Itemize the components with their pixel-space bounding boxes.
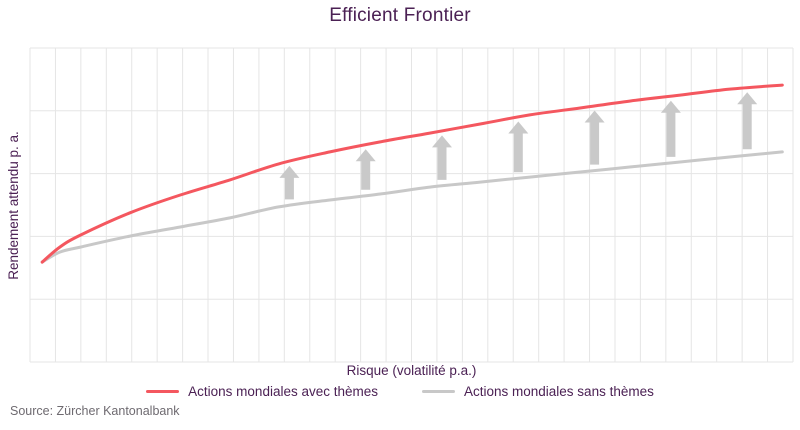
legend-label-avec-themes: Actions mondiales avec thèmes — [188, 384, 378, 399]
chart-title: Efficient Frontier — [329, 5, 471, 26]
series-line-avec-themes — [40, 83, 784, 264]
legend-item-avec-themes: Actions mondiales avec thèmes — [146, 384, 378, 399]
y-axis-label: Rendement attendu p. a. — [1, 48, 25, 362]
theme-premium-up-arrow — [660, 100, 681, 157]
y-axis-label-text: Rendement attendu p. a. — [5, 130, 21, 280]
x-axis-label: Risque (volatilité p.a.) — [346, 363, 477, 378]
theme-premium-up-arrow — [584, 110, 605, 165]
legend-item-sans-themes: Actions mondiales sans thèmes — [422, 384, 654, 399]
series-line-sans-themes — [40, 150, 784, 264]
theme-premium-up-arrow — [737, 92, 758, 150]
theme-premium-up-arrow — [508, 121, 529, 173]
theme-premium-up-arrow — [432, 135, 452, 180]
grid — [29, 47, 794, 363]
legend-line-red-swatch — [146, 389, 180, 394]
theme-premium-up-arrow — [279, 165, 300, 200]
source-attribution: Source: Zürcher Kantonalbank — [10, 404, 180, 418]
legend-label-sans-themes: Actions mondiales sans thèmes — [464, 384, 654, 399]
legend-line-gray-swatch — [422, 389, 455, 394]
theme-premium-up-arrow — [355, 149, 376, 190]
chart-legend: Actions mondiales avec thèmes Actions mo… — [0, 384, 800, 399]
